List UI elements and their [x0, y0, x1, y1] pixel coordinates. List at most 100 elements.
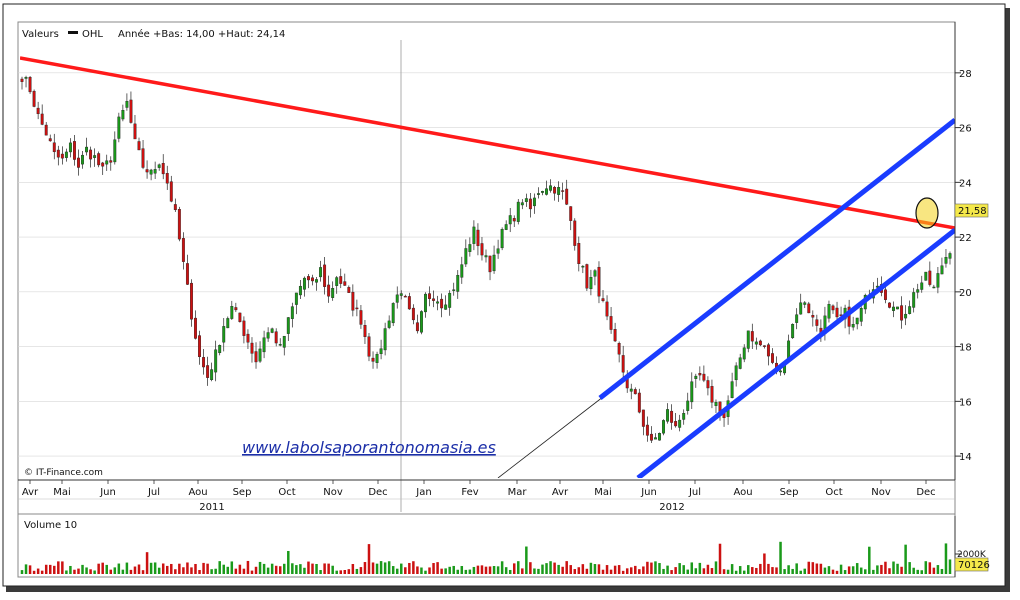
volume-bar: [105, 564, 108, 574]
volume-bar: [783, 569, 786, 574]
candle-body: [351, 291, 355, 311]
volume-bar: [432, 563, 435, 574]
candle-body: [565, 188, 569, 205]
volume-last-label: 70126: [958, 560, 990, 571]
volume-bar: [133, 566, 137, 574]
candle-body: [315, 279, 318, 283]
candle-body: [307, 276, 310, 281]
y-tick-label: 22: [959, 233, 972, 244]
volume-bar: [81, 564, 84, 574]
candle-body: [944, 257, 948, 264]
volume-bar: [129, 569, 133, 574]
candle-body: [105, 160, 109, 165]
volume-bar: [383, 562, 387, 574]
candle-body: [56, 149, 60, 158]
volume-bar: [250, 570, 254, 574]
candle-body: [258, 348, 262, 362]
volume-bar: [835, 570, 839, 574]
volume-bar: [210, 569, 213, 574]
volume-bar: [908, 562, 911, 574]
candle-body: [730, 381, 734, 399]
volume-bar: [161, 563, 165, 574]
volume-bar: [573, 569, 577, 574]
x-tick-label: Jul: [147, 487, 160, 498]
x-tick-label: Dec: [368, 487, 387, 498]
candle-body: [294, 292, 298, 305]
candle-body: [714, 402, 718, 406]
volume-bar: [137, 564, 141, 574]
volume-bar: [214, 568, 217, 574]
volume-bar: [537, 568, 540, 574]
candle-body: [363, 325, 367, 337]
candle-body: [472, 226, 476, 244]
x-tick-label: Dec: [916, 487, 935, 498]
volume-bar: [553, 562, 556, 574]
candle-body: [371, 357, 375, 362]
candle-body: [666, 409, 670, 422]
volume-bar: [581, 564, 585, 574]
volume-bar: [916, 569, 919, 574]
candle-body: [181, 238, 185, 262]
volume-bar: [222, 564, 225, 574]
volume-bar: [89, 569, 92, 574]
volume-bar: [472, 566, 476, 574]
candle-body: [36, 107, 40, 115]
volume-bar: [323, 563, 326, 574]
candle-body: [64, 151, 68, 158]
watermark-link[interactable]: www.labolsaporantonomasia.es: [242, 438, 496, 457]
candle-body: [492, 254, 496, 272]
candle-body: [637, 392, 641, 413]
volume-bar: [557, 564, 560, 574]
volume-bar: [202, 562, 205, 574]
volume-bar: [412, 561, 415, 574]
volume-bar: [597, 564, 601, 574]
candle-body: [553, 187, 557, 194]
candle-body: [198, 335, 201, 358]
candle-body: [920, 282, 924, 290]
candle-body: [512, 218, 516, 222]
volume-bar: [892, 561, 895, 574]
candle-body: [557, 187, 561, 195]
candle-body: [524, 198, 528, 202]
volume-bar: [125, 562, 129, 574]
candle-body: [379, 348, 383, 355]
volume-bar: [932, 567, 936, 574]
volume-bar: [226, 566, 230, 574]
candle-body: [367, 336, 371, 357]
volume-bar: [258, 561, 262, 574]
candle-body: [573, 220, 577, 246]
candle-body: [892, 306, 895, 311]
volume-bar: [767, 563, 770, 574]
candle-body: [246, 333, 250, 343]
candle-body: [738, 357, 742, 369]
volume-bar: [504, 567, 508, 574]
volume-bar: [569, 565, 572, 574]
candle-body: [484, 255, 488, 258]
candle-body: [762, 345, 766, 347]
candle-body: [218, 345, 222, 354]
volume-bar: [274, 565, 278, 574]
candle-body: [815, 319, 819, 326]
candle-body: [940, 265, 944, 275]
x-tick-label: Avr: [552, 487, 569, 498]
candle-body: [904, 313, 908, 319]
volume-bar: [690, 562, 694, 574]
header-series-name: OHL: [82, 29, 103, 40]
y-tick-label: 24: [959, 178, 972, 189]
volume-bar: [936, 565, 940, 574]
candle-body: [500, 229, 504, 249]
volume-bar: [533, 568, 536, 574]
volume-bar: [585, 568, 589, 574]
candle-body: [896, 306, 899, 310]
volume-bar: [355, 568, 359, 574]
volume-bar: [359, 567, 363, 574]
volume-bar: [678, 563, 681, 574]
candle-body: [28, 76, 32, 93]
candle-body: [750, 331, 754, 342]
candle-body: [395, 294, 399, 303]
volume-bar: [460, 566, 464, 574]
volume-bar: [28, 565, 32, 574]
candle-body: [242, 320, 246, 336]
candle-body: [593, 270, 597, 277]
